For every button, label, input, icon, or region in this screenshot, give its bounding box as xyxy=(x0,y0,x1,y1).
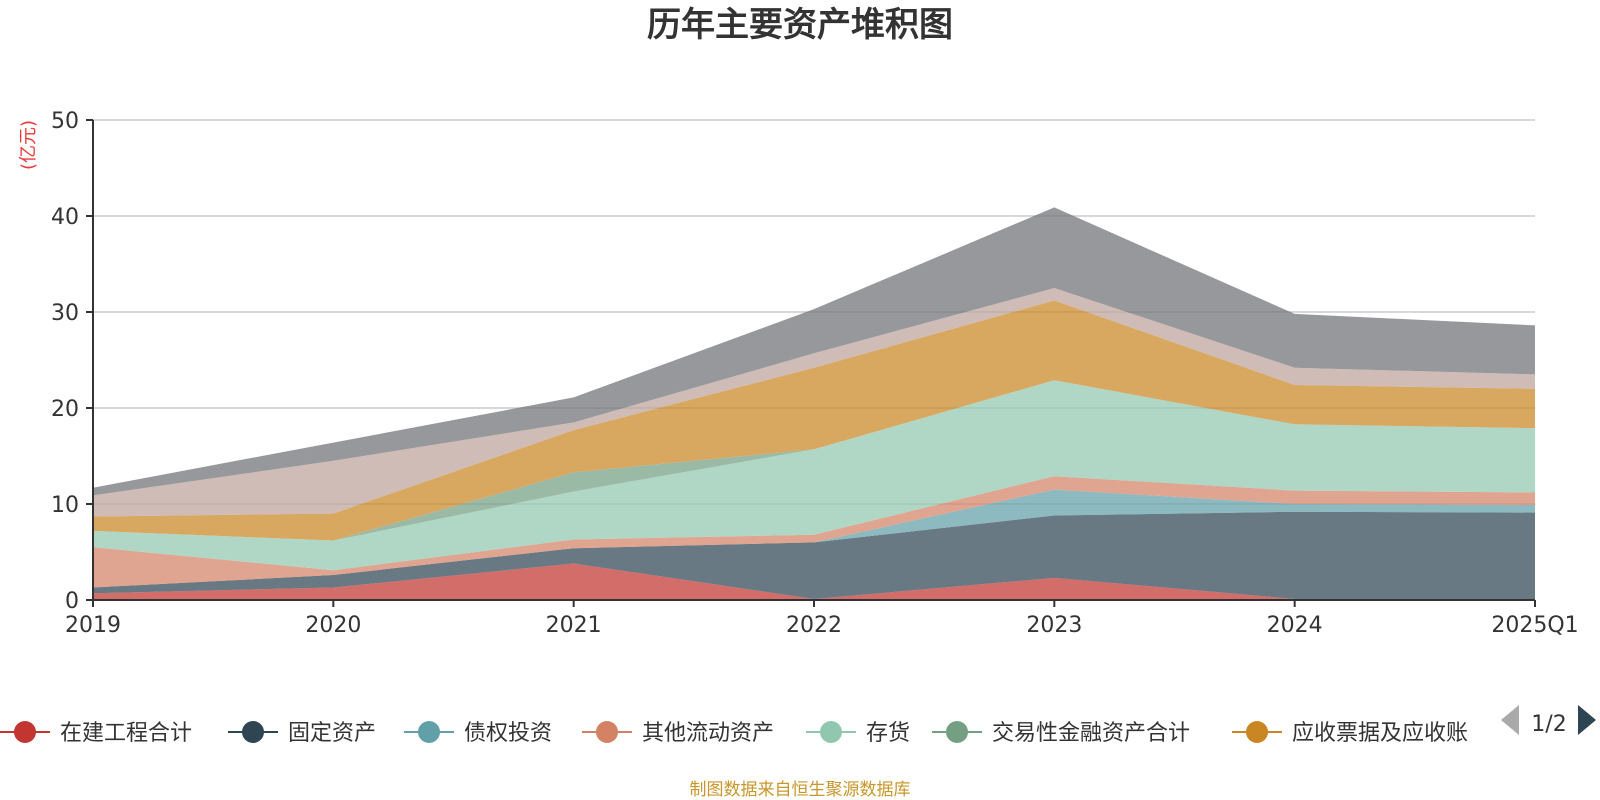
legend-label: 交易性金融资产合计 xyxy=(992,721,1190,746)
area-series-8 xyxy=(93,288,1535,517)
y-tick-label: 30 xyxy=(51,301,79,326)
area-series-7 xyxy=(93,300,1535,541)
legend-item[interactable]: 应收票据及应收账 xyxy=(1232,721,1468,746)
legend-marker xyxy=(596,721,618,743)
y-tick-label: 0 xyxy=(65,589,79,614)
legend-item[interactable]: 存货 xyxy=(806,721,910,746)
x-tick-label: 2020 xyxy=(305,613,361,638)
legend-marker xyxy=(946,721,968,743)
x-tick-label: 2025Q1 xyxy=(1491,613,1578,638)
legend-marker xyxy=(14,721,36,743)
y-tick-label: 40 xyxy=(51,205,79,230)
stacked-areas xyxy=(93,207,1535,600)
legend-next-icon[interactable] xyxy=(1578,705,1596,735)
legend-label: 存货 xyxy=(866,721,910,746)
y-tick-label: 10 xyxy=(51,493,79,518)
area-series-1 xyxy=(93,563,1535,600)
x-tick-label: 2024 xyxy=(1267,613,1323,638)
legend-item[interactable]: 其他流动资产 xyxy=(582,721,774,746)
x-tick-label: 2022 xyxy=(786,613,842,638)
x-tick-label: 2023 xyxy=(1026,613,1082,638)
legend-label: 其他流动资产 xyxy=(642,721,774,746)
legend-pager: 1/2 xyxy=(1501,705,1596,737)
y-tick-label: 20 xyxy=(51,397,79,422)
legend-marker xyxy=(1246,721,1268,743)
legend-label: 债权投资 xyxy=(464,721,552,746)
legend-item[interactable]: 债权投资 xyxy=(404,721,552,746)
legend-label: 应收票据及应收账 xyxy=(1292,721,1468,746)
x-tick-label: 2019 xyxy=(65,613,121,638)
area-series-5 xyxy=(93,380,1535,571)
y-axis-unit-label: (亿元) xyxy=(18,120,39,170)
chart-title: 历年主要资产堆积图 xyxy=(647,5,953,45)
x-tick-label: 2021 xyxy=(546,613,602,638)
area-series-2 xyxy=(93,511,1535,599)
legend-item[interactable]: 在建工程合计 xyxy=(0,721,192,746)
legend-item[interactable]: 交易性金融资产合计 xyxy=(932,721,1190,746)
area-series-9 xyxy=(93,207,1535,496)
legend-prev-icon[interactable] xyxy=(1501,705,1519,735)
legend-marker xyxy=(418,721,440,743)
legend-page-indicator: 1/2 xyxy=(1531,712,1566,737)
data-source-footer: 制图数据来自恒生聚源数据库 xyxy=(690,780,911,800)
area-series-4 xyxy=(93,476,1535,588)
legend-marker xyxy=(242,721,264,743)
legend-item[interactable]: 固定资产 xyxy=(228,721,376,746)
legend-label: 在建工程合计 xyxy=(60,721,192,746)
axes: 0 10 20 30 40 50 2019 2020 2021 2022 2023 2024 2025Q… xyxy=(51,109,1579,638)
legend-label: 固定资产 xyxy=(288,721,376,746)
legend-marker xyxy=(820,721,842,743)
legend: 在建工程合计 固定资产 债权投资 其他流动资产 存货 交易性金融资产合计 应收票据及应收账 xyxy=(0,721,1468,746)
y-tick-label: 50 xyxy=(51,109,79,134)
